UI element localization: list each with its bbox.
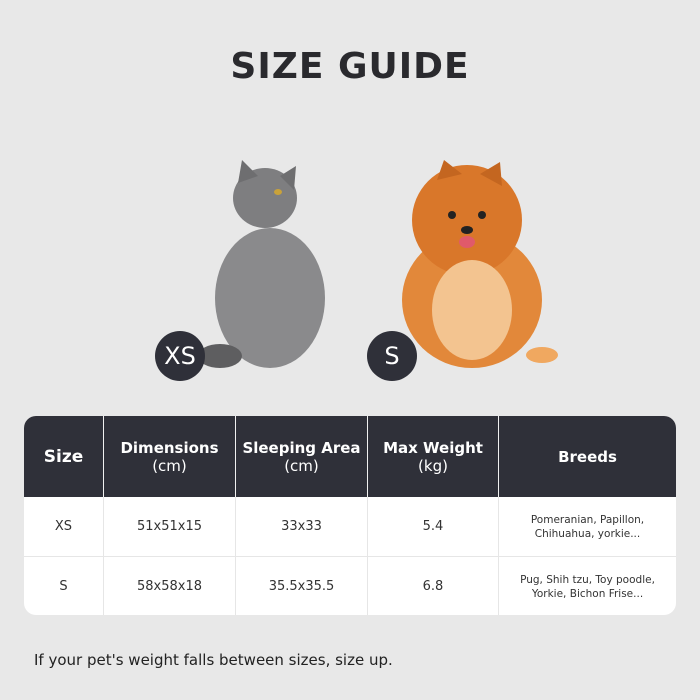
breeds-line: Pomeranian, Papillon, (530, 513, 645, 526)
breeds-line: Pug, Shih tzu, Toy poodle, (520, 573, 655, 586)
header-label: Breeds (558, 447, 617, 466)
cat-image (200, 160, 325, 368)
header-unit: (kg) (418, 456, 448, 475)
breeds-line: Yorkie, Bichon Frise... (531, 587, 644, 600)
header-label: Dimensions (120, 438, 219, 457)
size-badge-xs: XS (155, 331, 205, 381)
header-breeds: Breeds (499, 416, 676, 497)
header-size: Size (24, 416, 104, 497)
cell-max-weight: 6.8 (368, 557, 499, 615)
sizing-note: If your pet's weight falls between sizes… (34, 651, 393, 669)
size-badge-s: S (367, 331, 417, 381)
cell-breeds: Pug, Shih tzu, Toy poodle, Yorkie, Bichon… (499, 557, 676, 615)
cell-dimensions: 51x51x15 (104, 497, 236, 556)
header-sleeping-area: Sleeping Area (cm) (236, 416, 368, 497)
cell-size: S (24, 557, 104, 615)
cell-sleeping-area: 35.5x35.5 (236, 557, 368, 615)
header-unit: (cm) (152, 456, 187, 475)
table-row: S 58x58x18 35.5x35.5 6.8 Pug, Shih tzu, … (24, 557, 676, 615)
header-label: Max Weight (383, 438, 483, 457)
table-row: XS 51x51x15 33x33 5.4 Pomeranian, Papill… (24, 497, 676, 557)
cell-max-weight: 5.4 (368, 497, 499, 556)
breeds-line: Chihuahua, yorkie... (534, 527, 641, 540)
cell-dimensions: 58x58x18 (104, 557, 236, 615)
cell-breeds: Pomeranian, Papillon, Chihuahua, yorkie..… (499, 497, 676, 556)
cell-sleeping-area: 33x33 (236, 497, 368, 556)
header-label: Sleeping Area (242, 438, 361, 457)
size-table: Size Dimensions (cm) Sleeping Area (cm) Ma… (24, 416, 676, 615)
page-title: SIZE GUIDE (230, 46, 470, 87)
dog-image (402, 160, 558, 368)
header-unit: (cm) (284, 456, 319, 475)
header-dimensions: Dimensions (cm) (104, 416, 236, 497)
cell-size: XS (24, 497, 104, 556)
header-max-weight: Max Weight (kg) (368, 416, 499, 497)
header-label: Size (43, 446, 84, 467)
table-header-row: Size Dimensions (cm) Sleeping Area (cm) Ma… (24, 416, 676, 497)
